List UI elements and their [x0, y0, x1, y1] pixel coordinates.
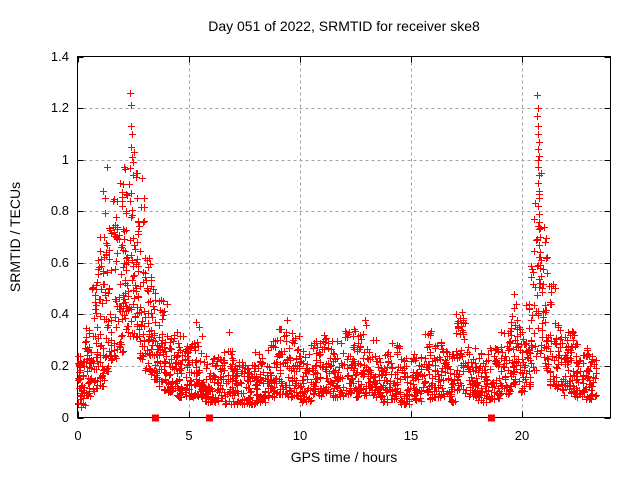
y-tick-label: 0.8 [51, 203, 69, 218]
axis-event-markers [152, 414, 495, 422]
y-tick-label: 1.2 [51, 100, 69, 115]
y-tick-label: 0 [62, 410, 69, 425]
x-tick-label: 10 [293, 428, 307, 443]
y-axis-label: SRMTID / TECUs [7, 182, 23, 292]
y-tick-label: 0.6 [51, 255, 69, 270]
y-tick-label: 0.2 [51, 358, 69, 373]
y-tick-label: 1.4 [51, 49, 69, 64]
chart-title: Day 051 of 2022, SRMTID for receiver ske… [208, 18, 480, 34]
y-tick-label: 1 [62, 152, 69, 167]
axis-ticks [77, 56, 611, 419]
x-tick-label: 20 [515, 428, 529, 443]
x-tick-label: 5 [185, 428, 192, 443]
tick-labels: 0 5 10 15 20 0 0.2 0.4 0.6 0.8 1 1.2 1.4 [51, 49, 529, 443]
x-axis-label: GPS time / hours [291, 449, 398, 465]
plot-border [77, 56, 611, 418]
x-tick-label: 15 [404, 428, 418, 443]
y-tick-label: 0.4 [51, 306, 69, 321]
x-tick-label: 0 [74, 428, 81, 443]
data-points [75, 90, 600, 411]
